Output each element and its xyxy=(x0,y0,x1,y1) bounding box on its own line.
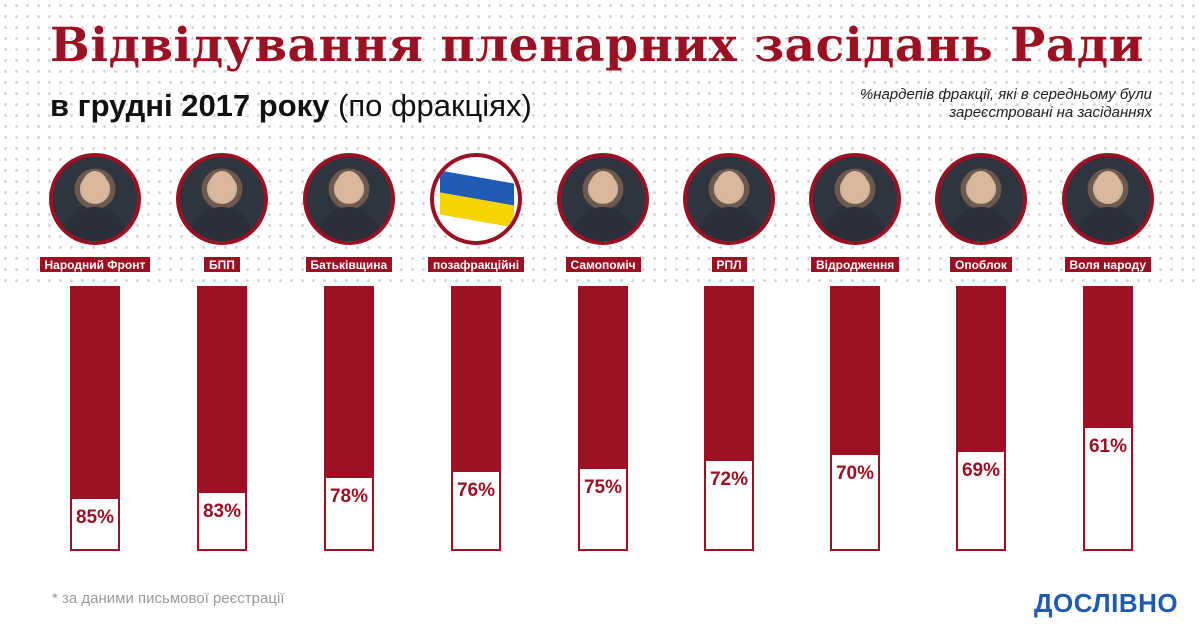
person-icon xyxy=(557,153,649,245)
value-label: 61% xyxy=(1088,436,1128,457)
value-label: 69% xyxy=(961,460,1001,481)
person-icon xyxy=(49,153,141,245)
bar-fill xyxy=(1085,288,1131,428)
category-label: Народний Фронт xyxy=(38,256,152,273)
bar-fill xyxy=(326,288,372,478)
person-icon xyxy=(809,153,901,245)
data-bar xyxy=(704,286,754,551)
person-icon xyxy=(683,153,775,245)
footnote: * за даними письмової реєстрації xyxy=(52,590,285,607)
category-label: РПЛ xyxy=(710,256,748,273)
data-bar xyxy=(197,286,247,551)
bar-fill xyxy=(199,288,245,493)
data-bar xyxy=(451,286,501,551)
value-label: 85% xyxy=(75,507,115,528)
category-label: Самопоміч xyxy=(564,256,642,273)
person-icon xyxy=(303,153,395,245)
bar-fill xyxy=(832,288,878,455)
bar-fill xyxy=(72,288,118,499)
chart-note: %нардепів фракції, які в середньому були… xyxy=(859,86,1152,121)
category-label: Батьківщина xyxy=(304,256,394,273)
person-icon xyxy=(176,153,268,245)
value-label: 70% xyxy=(835,463,875,484)
category-label: Опоблок xyxy=(949,256,1013,273)
data-bar xyxy=(324,286,374,551)
category-label: позафракційні xyxy=(427,256,526,273)
value-label: 78% xyxy=(329,486,369,507)
bar-fill xyxy=(453,288,499,472)
data-bar xyxy=(830,286,880,551)
value-label: 72% xyxy=(709,469,749,490)
bar-fill xyxy=(706,288,752,461)
category-label: Відродження xyxy=(810,256,901,273)
person-icon xyxy=(1062,153,1154,245)
subtitle-scope: (по фракціях) xyxy=(329,88,532,123)
data-bar xyxy=(578,286,628,551)
data-bar xyxy=(70,286,120,551)
bar-fill xyxy=(580,288,626,469)
value-label: 75% xyxy=(583,477,623,498)
value-label: 83% xyxy=(202,501,242,522)
value-label: 76% xyxy=(456,480,496,501)
category-label: БПП xyxy=(203,256,241,273)
category-label: Воля народу xyxy=(1063,256,1153,273)
bar-fill xyxy=(958,288,1004,452)
person-icon xyxy=(935,153,1027,245)
flag-icon xyxy=(430,153,522,245)
data-bar xyxy=(1083,286,1133,551)
chart-subtitle: в грудні 2017 року (по фракціях) xyxy=(50,88,532,124)
data-bar xyxy=(956,286,1006,551)
chart-title: Відвідування пленарних засідань Ради xyxy=(50,18,1144,73)
subtitle-date: в грудні 2017 року xyxy=(50,88,330,123)
brand-logo: ДОСЛІВНО xyxy=(1034,588,1179,618)
